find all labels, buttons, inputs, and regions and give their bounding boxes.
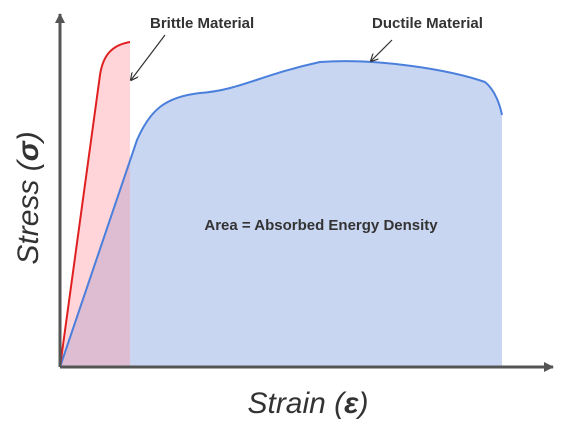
x-axis-label: Strain (ε) bbox=[247, 387, 368, 420]
ductile-curve bbox=[59, 60, 503, 368]
brittle-pointer bbox=[131, 34, 166, 80]
y-label-symbol: σ bbox=[12, 140, 45, 161]
y-axis-label: Stress (σ) bbox=[12, 131, 45, 264]
x-label-text: ) bbox=[356, 387, 369, 420]
brittle-area bbox=[60, 42, 130, 367]
ductile-pointer bbox=[371, 39, 393, 61]
brittle-label: Brittle Material bbox=[150, 15, 254, 32]
x-label-text: Strain ( bbox=[247, 387, 347, 420]
area-label: Area = Absorbed Energy Density bbox=[204, 217, 438, 234]
y-label-text: Stress ( bbox=[12, 158, 45, 264]
y-label-text: ) bbox=[12, 131, 45, 144]
ductile-area bbox=[60, 61, 502, 367]
ductile-label: Ductile Material bbox=[372, 15, 483, 32]
x-label-symbol: ε bbox=[344, 387, 359, 420]
brittle-curve bbox=[59, 41, 131, 368]
